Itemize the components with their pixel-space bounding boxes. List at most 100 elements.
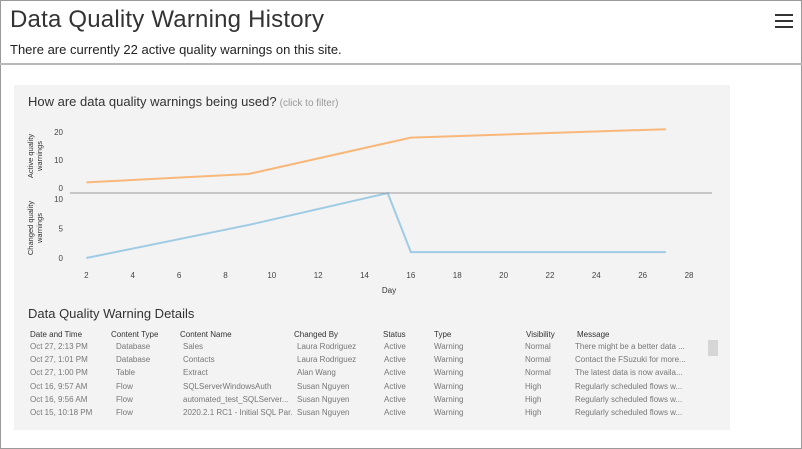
column-header[interactable]: Content Name [180,330,232,339]
column-header[interactable]: Date and Time [30,330,83,339]
table-cell: Oct 27, 1:01 PM [30,355,88,365]
table-cell: Contact the FSuzuki for more... [575,355,686,365]
table-row[interactable]: Oct 27, 1:01 PM Database Contacts Laura Rod… [0,355,730,368]
table-cell: Warning [434,342,464,351]
table-cell: Flow [116,394,133,404]
table-scrollbar-thumb[interactable] [708,340,718,356]
table-cell: Regularly scheduled flows w... [575,381,683,391]
table-cell: Regularly scheduled flows w... [575,408,683,417]
table-cell: Active [384,408,406,417]
y-tick-label: 0 [59,254,64,263]
table-cell: Contacts [183,355,215,365]
table-cell: Oct 16, 9:56 AM [30,394,88,404]
table-cell: Susan Nguyen [297,394,350,404]
column-header[interactable]: Message [577,330,610,339]
header-divider [0,63,802,65]
x-tick-label: 24 [592,271,601,280]
column-header[interactable]: Status [383,330,406,339]
table-cell: Flow [116,408,133,417]
table-row[interactable]: Oct 27, 1:00 PM Table Extract Alan Wang Acti… [0,368,730,381]
table-cell: Laura Rodriguez [297,342,357,351]
table-cell: Database [116,342,151,351]
click-to-filter-hint: (click to filter) [279,98,339,109]
table-cell: SQLServerWindowsAuth [183,381,272,391]
table-row[interactable]: Oct 15, 10:18 PM Flow 2020.2.1 RC1 - Initi… [0,408,730,421]
x-tick-label: 26 [638,271,647,280]
table-cell: The latest data is now availa... [575,368,683,378]
table-cell: Active [384,355,406,365]
x-tick-label: 2 [84,271,89,280]
table-cell: Table [116,368,136,378]
table-cell: High [525,381,542,391]
y-axis-title-line: Changed quality [26,201,35,255]
y-axis-title-line: Active quality [26,134,35,178]
x-tick-label: 6 [177,271,182,280]
table-cell: Active [384,342,406,351]
table-cell: Susan Nguyen [297,381,350,391]
table-cell: Sales [183,342,204,351]
table-cell: High [525,394,542,404]
x-tick-label: 12 [314,271,323,280]
active-warnings-summary: There are currently 22 active quality wa… [10,42,342,57]
chart-title: How are data quality warnings being used… [28,94,339,109]
table-row[interactable]: Oct 16, 9:57 AM Flow SQLServerWindowsAuth S… [0,382,730,395]
table-cell: Oct 16, 9:57 AM [30,381,88,391]
table-cell: Susan Nguyen [297,408,350,417]
table-cell: Normal [525,342,551,351]
column-header[interactable]: Visibility [526,330,555,339]
table-cell: Warning [434,368,464,378]
hamburger-menu-icon[interactable] [775,14,793,28]
x-tick-label: 16 [406,271,415,280]
y-tick-label: 0 [59,184,64,193]
table-row[interactable]: Oct 16, 9:56 AM Flow automated_test_SQLSer… [0,395,730,408]
table-row[interactable]: Oct 27, 2:13 PM Database Sales Laura Rodrig… [0,342,730,355]
table-cell: Warning [434,408,464,417]
x-tick-label: 20 [499,271,508,280]
table-cell: Flow [116,381,133,391]
table-cell: Warning [434,355,464,365]
y-tick-label: 10 [54,156,63,165]
dashboard-panel [14,85,730,430]
table-cell: Active [384,381,406,391]
series-line [86,128,666,184]
chart-title-text: How are data quality warnings being used… [28,94,277,109]
table-cell: 2020.2.1 RC1 - Initial SQL Par... [183,408,293,417]
y-tick-label: 10 [54,195,63,204]
x-tick-label: 10 [267,271,276,280]
table-cell: Regularly scheduled flows w... [575,394,683,404]
table-cell: Warning [434,381,464,391]
table-cell: Oct 27, 2:13 PM [30,342,88,351]
x-tick-label: 8 [223,271,228,280]
table-cell: Active [384,368,406,378]
y-tick-label: 5 [59,225,64,234]
series-line [86,191,666,259]
column-header[interactable]: Type [434,330,452,339]
table-cell: Active [384,394,406,404]
details-title: Data Quality Warning Details [28,306,195,321]
column-header[interactable]: Content Type [111,330,159,339]
page-title: Data Quality Warning History [10,6,325,33]
column-header[interactable]: Changed By [294,330,339,339]
table-cell: Normal [525,368,551,378]
x-tick-label: 18 [453,271,462,280]
table-cell: Database [116,355,151,365]
table-cell: Laura Rodriguez [297,355,357,365]
table-cell: High [525,408,542,417]
table-cell: Alan Wang [297,368,336,378]
x-axis-title: Day [382,286,396,295]
table-cell: There might be a better data ... [575,342,685,351]
y-tick-label: 20 [54,128,63,137]
x-tick-label: 22 [546,271,555,280]
table-cell: Oct 15, 10:18 PM [30,408,93,417]
table-cell: automated_test_SQLServer... [183,394,289,404]
table-cell: Warning [434,394,464,404]
y-axis-title-line: warnings [35,213,44,244]
x-tick-label: 14 [360,271,369,280]
table-cell: Extract [183,368,208,378]
y-axis-title-line: warnings [35,141,44,172]
x-tick-label: 4 [130,271,135,280]
details-table-header: Date and Time Content Type Content Name Cha… [0,330,730,343]
table-cell: Normal [525,355,551,365]
x-tick-label: 28 [685,271,694,280]
